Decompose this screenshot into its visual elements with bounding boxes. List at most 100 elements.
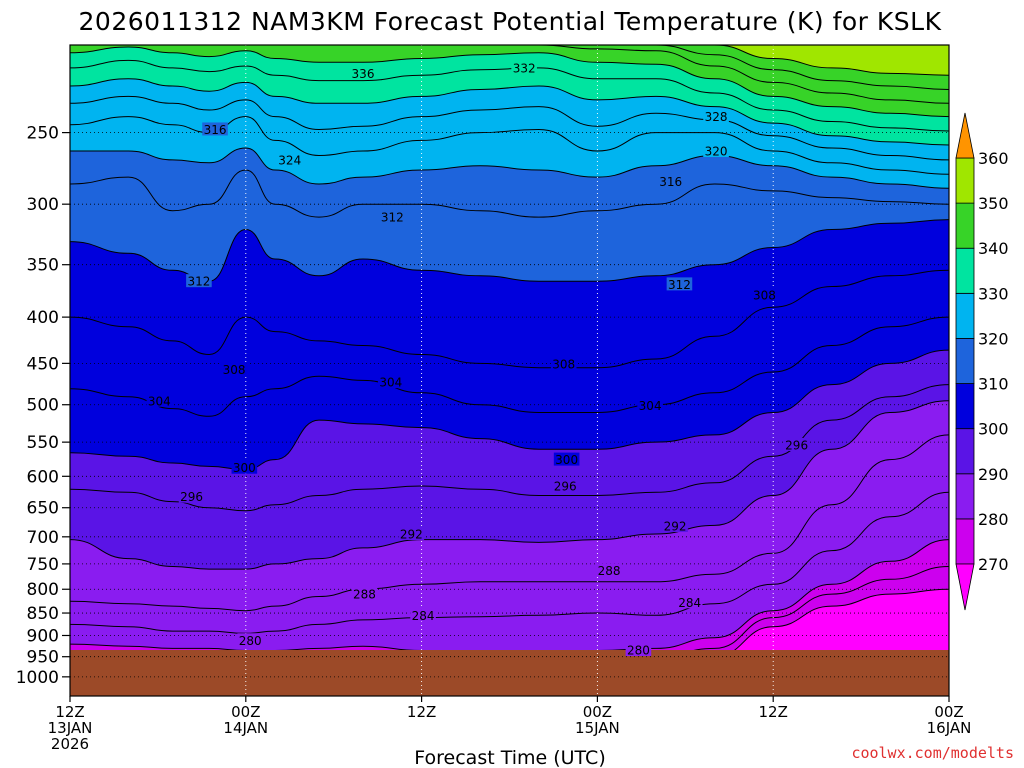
contour-label-bg: [237, 633, 263, 647]
colorbar-label: 360: [978, 149, 1009, 168]
contour-label-bg: [186, 274, 212, 288]
colorbar-segment-320: [955, 292, 975, 339]
contour-label-layer: 336 332 316 324 328 320 316 312 312 312 308 308 304 3…: [146, 60, 810, 658]
contour-label: 288: [353, 588, 376, 602]
colorbar-segment-310: [955, 338, 975, 384]
contour-label: 316: [659, 175, 682, 189]
x-tick-label: 12Z: [759, 703, 788, 721]
contour-label: 312: [668, 278, 691, 292]
contour-label-bg: [276, 152, 303, 166]
contour-label-bg: [146, 393, 173, 407]
y-tick-label: 950: [27, 648, 59, 668]
y-tick-label: 650: [27, 499, 59, 519]
plot-frame: [69, 44, 950, 697]
contour-label-bg: [178, 489, 205, 503]
contour-label-bg: [703, 109, 729, 123]
contour-label-bg: [511, 60, 537, 74]
contour-label: 292: [400, 528, 423, 542]
contour-label: 312: [381, 211, 404, 225]
contour-288: [70, 434, 949, 612]
colorbar-segment-280: [955, 473, 975, 520]
contour-label-bg: [398, 527, 425, 541]
contour-label-bg: [553, 452, 580, 466]
contour-332: [70, 78, 949, 146]
y-tick-label: 250: [27, 124, 59, 144]
y-tick-label: 450: [27, 354, 59, 374]
contour-label-bg: [637, 398, 663, 412]
x-axis-label: Forecast Time (UTC): [414, 747, 605, 768]
colorbar-label: 350: [978, 194, 1009, 213]
contour-label-bg: [751, 287, 778, 301]
x-tick-label: 12Z: [407, 703, 436, 721]
contour-label: 308: [223, 363, 246, 377]
contour-label-bg: [350, 66, 376, 80]
x-tick-label: 14JAN: [223, 719, 268, 737]
y-tick-label: 900: [27, 626, 59, 646]
contour-label-bg: [662, 519, 688, 533]
x-tick-label: 00Z: [583, 703, 612, 721]
y-tick-label: 400: [27, 308, 59, 328]
x-tick-label: 15JAN: [575, 719, 620, 737]
contour-label: 320: [705, 145, 728, 159]
ground-terrain: [70, 650, 949, 696]
contour-328: [70, 95, 949, 161]
contour-label-bg: [703, 144, 729, 158]
y-tick-label: 1000: [16, 668, 59, 688]
colorbar-top-arrow: [955, 112, 975, 159]
contour-label: 316: [204, 123, 227, 137]
theta-band-352: [70, 45, 949, 76]
x-tick-label: 00Z: [934, 703, 963, 721]
contour-label: 280: [627, 644, 650, 658]
contour-label-bg: [550, 357, 577, 371]
contour-352: [70, 45, 949, 76]
contour-label-bg: [596, 563, 622, 577]
contour-label: 284: [412, 609, 435, 623]
contour-label-bg: [410, 608, 436, 622]
colorbar-label: 340: [978, 239, 1009, 258]
colorbar-label: 320: [978, 329, 1009, 348]
contour-label-bg: [379, 210, 406, 224]
contour-label: 304: [148, 394, 171, 408]
colorbar-segment-330: [955, 247, 975, 294]
contour-284: [70, 491, 949, 634]
plot-area: 336 332 316 324 328 320 316 312 312 312 308 308 304 3…: [70, 45, 949, 696]
contour-label-bg: [378, 375, 404, 389]
colorbar-segment-350: [955, 157, 975, 204]
contour-label: 300: [555, 453, 578, 467]
contour-300: [70, 349, 949, 471]
contour-label: 296: [180, 490, 203, 504]
contour-label-bg: [231, 460, 258, 474]
contour-label: 284: [678, 596, 701, 610]
colorbar-segment-270: [955, 518, 975, 565]
contour-label: 328: [705, 110, 728, 124]
credit-text: coolwx.com/modelts: [851, 744, 1014, 762]
contour-label-bg: [202, 122, 228, 136]
contour-label-bg: [625, 643, 652, 657]
colorbar-segment-300: [955, 383, 975, 430]
y-axis: 2503003504004505005506006507007508008509…: [16, 124, 70, 688]
contour-320: [70, 147, 949, 189]
contour-label: 296: [554, 479, 577, 493]
contour-336: [70, 59, 949, 132]
chart-title: 2026011312 NAM3KM Forecast Potential Tem…: [79, 7, 942, 36]
x-tick-label: 16JAN: [927, 719, 972, 737]
contour-344: [70, 45, 949, 104]
contour-label: 296: [785, 438, 808, 452]
contour-348: [70, 45, 949, 90]
x-tick-label: 2026: [51, 735, 89, 753]
contour-label-bg: [666, 277, 693, 291]
contour-label-bg: [351, 587, 378, 601]
contour-label: 288: [598, 564, 621, 578]
colorbar-segment-290: [955, 428, 975, 475]
contour-label: 336: [352, 67, 375, 81]
x-tick-label: 00Z: [231, 703, 260, 721]
contour-label: 304: [639, 399, 662, 413]
colorbar-label: 300: [978, 420, 1009, 439]
y-tick-label: 700: [27, 528, 59, 548]
colorbar: 270 280 290 300 310 320 330 340 350 360: [955, 112, 1009, 611]
y-tick-label: 500: [27, 396, 59, 416]
colorbar-label: 290: [978, 465, 1009, 484]
contour-label: 324: [278, 153, 301, 167]
